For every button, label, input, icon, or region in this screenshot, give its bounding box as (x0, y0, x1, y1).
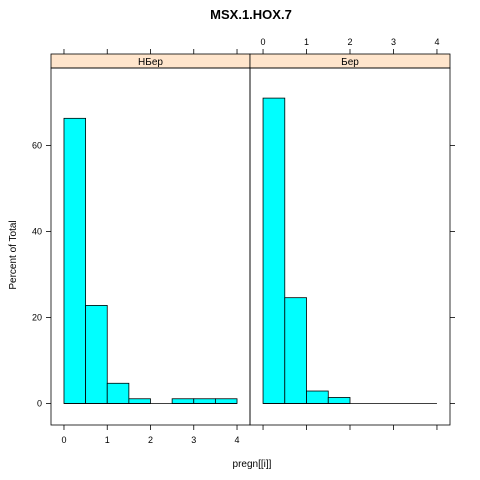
bar-panel1-bin6 (171, 398, 195, 404)
x-tick-label-bottom-0: 0 (61, 435, 66, 445)
y-tick-label-0: 0 (37, 398, 42, 408)
panel-2: Бер 0 1 2 3 4 (249, 37, 451, 430)
y-tick-label-2: 40 (32, 226, 42, 236)
x-tick-label-bottom-4: 4 (235, 435, 240, 445)
x-tick-label-top-0: 0 (261, 37, 266, 47)
bar-panel1-bin3 (106, 382, 130, 404)
x-axis-label: pregn[[i]] (233, 459, 272, 470)
panel-1: НБер 0 1 2 3 4 (50, 49, 251, 445)
y-axis-label: Percent of Total (8, 220, 19, 289)
x-tick-label-top-1: 1 (304, 37, 309, 47)
bar-panel2-bin4 (327, 397, 351, 404)
bar-panel2-bin1 (262, 97, 286, 404)
x-tick-label-bottom-1: 1 (105, 435, 110, 445)
bar-panel1-bin7 (193, 398, 216, 404)
x-tick-label-top-2: 2 (347, 37, 352, 47)
y-tick-label-3: 60 (32, 140, 42, 150)
x-tick-label-bottom-3: 3 (191, 435, 196, 445)
chart-title: MSX.1.HOX.7 (210, 7, 292, 22)
bar-panel1-bin8 (214, 398, 238, 404)
strip-label-1: НБер (138, 57, 163, 68)
bar-panel1-bin1 (63, 117, 87, 404)
bar-panel1-bin2 (85, 305, 108, 404)
bar-panel2-bin2 (284, 297, 307, 404)
x-tick-label-top-3: 3 (391, 37, 396, 47)
y-tick-label-1: 20 (32, 312, 42, 322)
x-tick-label-top-4: 4 (434, 37, 439, 47)
bar-panel2-bin3 (306, 390, 329, 404)
bar-panel1-bin4 (128, 398, 151, 404)
x-tick-label-bottom-2: 2 (148, 435, 153, 445)
strip-label-2: Бер (341, 57, 359, 68)
